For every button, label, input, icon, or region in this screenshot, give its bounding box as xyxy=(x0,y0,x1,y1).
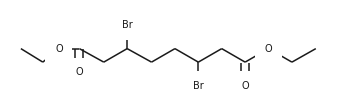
Text: O: O xyxy=(265,44,272,54)
Text: Br: Br xyxy=(193,81,204,91)
Text: O: O xyxy=(76,67,83,77)
Text: O: O xyxy=(55,44,63,54)
Text: O: O xyxy=(241,81,249,91)
Text: Br: Br xyxy=(122,20,132,30)
